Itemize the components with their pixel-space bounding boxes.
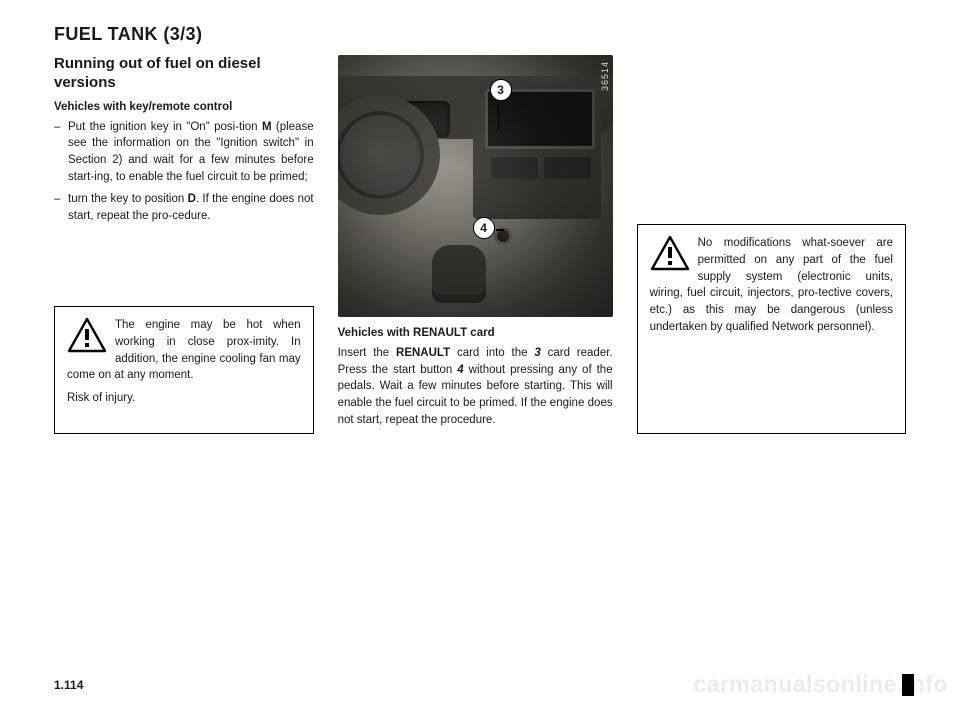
warning-text: Risk of injury. bbox=[67, 390, 301, 407]
page-number: 1.114 bbox=[54, 678, 83, 692]
dashboard-photo: 36514 3 4 bbox=[338, 55, 613, 317]
warning-icon bbox=[67, 317, 107, 353]
procedure-list: Put the ignition key in "On" posi-tion M… bbox=[54, 119, 314, 231]
text: Put the ignition key in "On" posi-tion bbox=[68, 121, 262, 133]
mid-paragraph: Insert the RENAULT card into the 3 card … bbox=[338, 345, 613, 428]
left-subheading: Running out of fuel on diesel versions bbox=[54, 55, 314, 93]
column-left: Running out of fuel on diesel versions V… bbox=[54, 55, 314, 434]
photo-reference: 36514 bbox=[600, 61, 610, 91]
columns: Running out of fuel on diesel versions V… bbox=[54, 55, 906, 434]
left-variant-heading: Vehicles with key/remote control bbox=[54, 101, 314, 113]
key-position-d: D bbox=[188, 193, 196, 205]
manual-page: FUEL TANK (3/3) Running out of fuel on d… bbox=[0, 0, 960, 710]
warning-box-no-modifications: No modifications what-soever are permitt… bbox=[637, 224, 906, 434]
brand-label: RENAULT bbox=[396, 347, 450, 359]
page-title: FUEL TANK (3/3) bbox=[54, 24, 906, 45]
warning-box-engine-hot: The engine may be hot when working in cl… bbox=[54, 306, 314, 434]
key-position-m: M bbox=[262, 121, 272, 133]
callout-3: 3 bbox=[490, 79, 512, 101]
text: turn the key to position bbox=[68, 193, 188, 205]
list-item: turn the key to position D. If the engin… bbox=[54, 191, 314, 224]
warning-icon bbox=[650, 235, 690, 271]
column-right: No modifications what-soever are permitt… bbox=[637, 55, 906, 434]
column-middle: 36514 3 4 Vehicles with RENAULT card Ins… bbox=[338, 55, 613, 434]
text: card into the bbox=[450, 347, 534, 359]
list-item: Put the ignition key in "On" posi-tion M… bbox=[54, 119, 314, 186]
watermark: carmanualsonline.info bbox=[693, 671, 948, 698]
text: Insert the bbox=[338, 347, 396, 359]
mid-variant-heading: Vehicles with RENAULT card bbox=[338, 327, 613, 339]
callout-4: 4 bbox=[473, 217, 495, 239]
